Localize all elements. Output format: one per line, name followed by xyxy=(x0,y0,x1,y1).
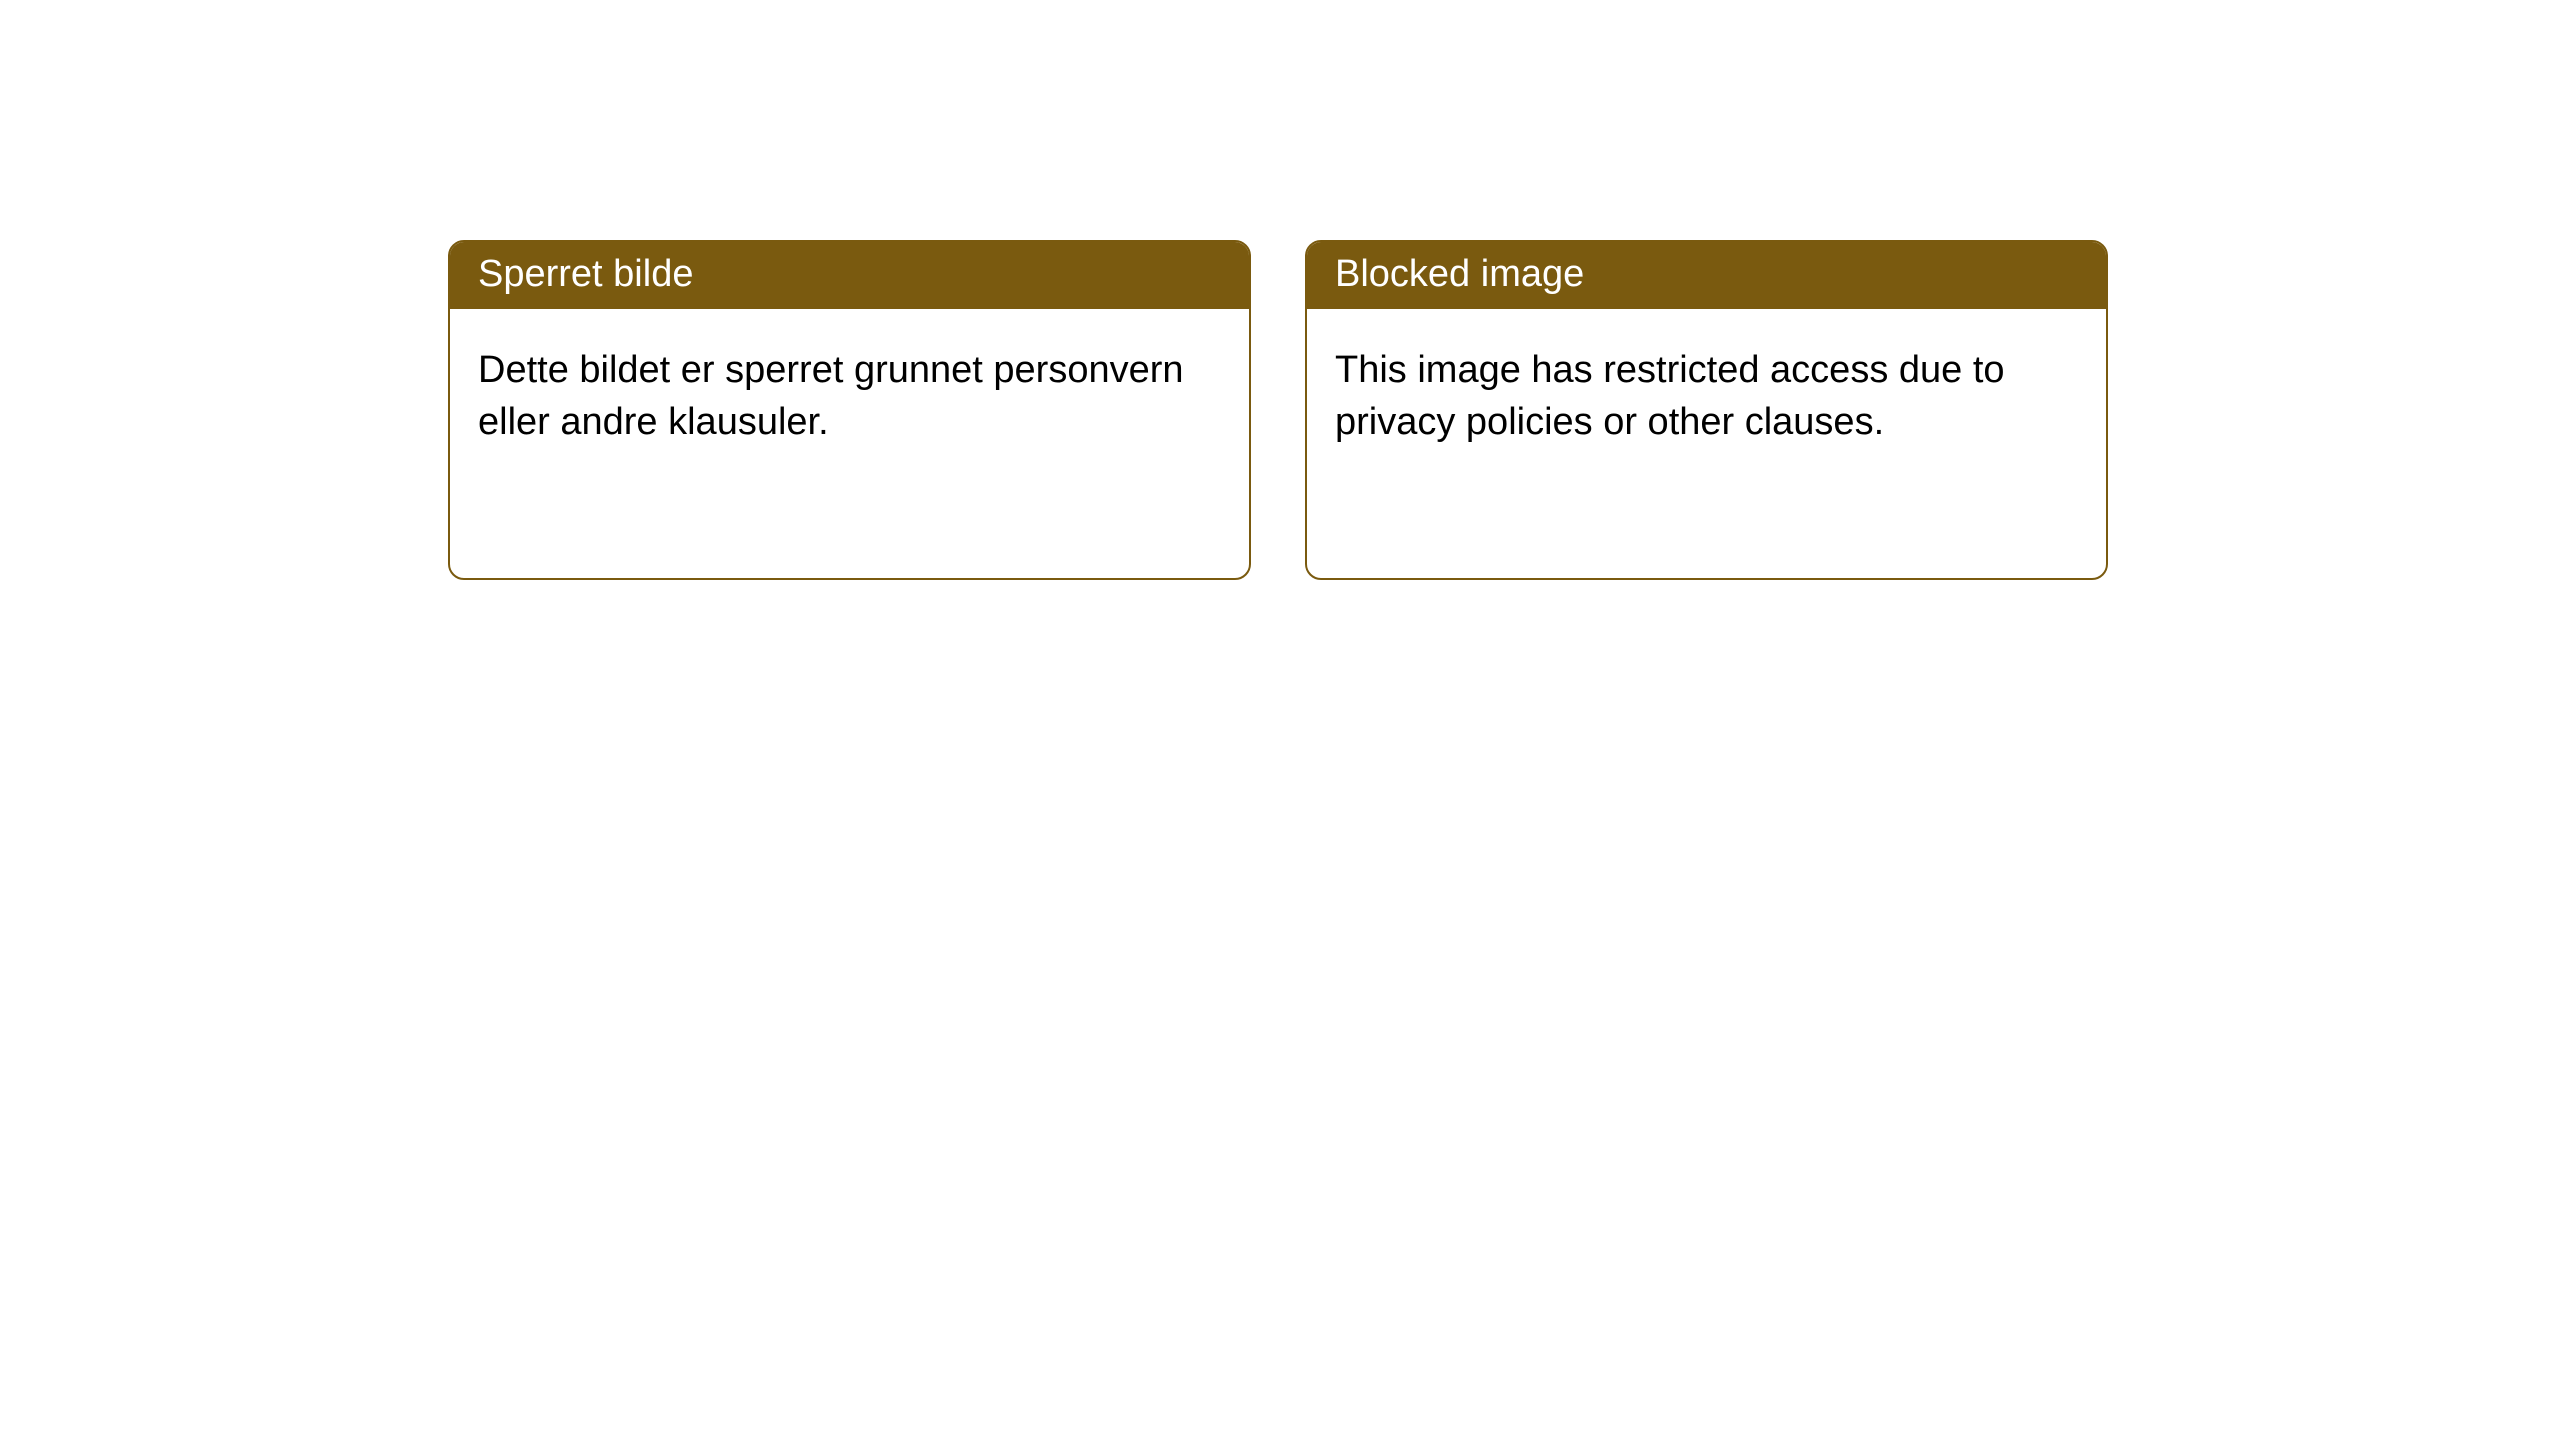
notice-body-text: Dette bildet er sperret grunnet personve… xyxy=(450,309,1249,484)
notice-body-text: This image has restricted access due to … xyxy=(1307,309,2106,484)
notice-card-english: Blocked image This image has restricted … xyxy=(1305,240,2108,580)
notice-title: Sperret bilde xyxy=(450,242,1249,309)
notice-card-norwegian: Sperret bilde Dette bildet er sperret gr… xyxy=(448,240,1251,580)
notice-title: Blocked image xyxy=(1307,242,2106,309)
notice-container: Sperret bilde Dette bildet er sperret gr… xyxy=(0,0,2560,580)
